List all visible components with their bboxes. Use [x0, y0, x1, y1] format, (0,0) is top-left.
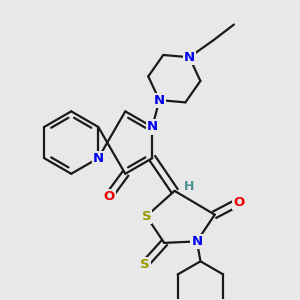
Text: N: N — [147, 121, 158, 134]
Text: H: H — [184, 180, 195, 193]
Text: O: O — [103, 190, 115, 202]
Text: S: S — [140, 258, 150, 271]
Text: N: N — [93, 152, 104, 165]
Text: H: H — [184, 180, 195, 193]
Text: O: O — [103, 190, 115, 202]
Text: N: N — [184, 51, 195, 64]
Text: N: N — [154, 94, 165, 106]
Text: O: O — [233, 196, 244, 209]
Text: S: S — [140, 258, 150, 271]
Text: N: N — [191, 235, 203, 248]
Text: S: S — [142, 210, 151, 223]
Text: S: S — [142, 210, 151, 223]
Text: N: N — [154, 94, 165, 106]
Text: N: N — [191, 235, 203, 248]
Text: N: N — [184, 51, 195, 64]
Text: O: O — [233, 196, 244, 209]
Text: N: N — [147, 121, 158, 134]
Text: N: N — [93, 152, 104, 165]
